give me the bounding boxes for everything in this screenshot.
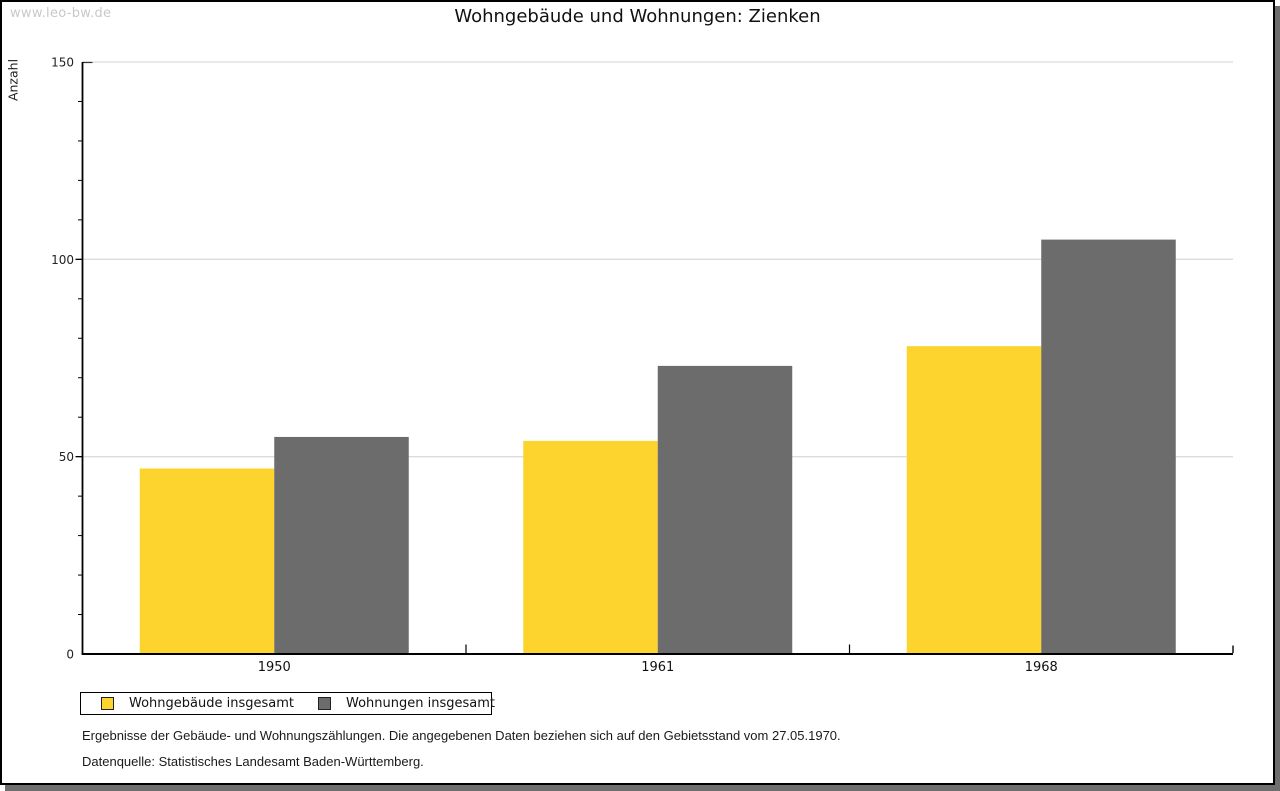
chart-title: Wohngebäude und Wohnungen: Zienken bbox=[454, 6, 821, 27]
legend-swatch-gray-icon bbox=[318, 697, 331, 710]
bar bbox=[906, 346, 1042, 654]
legend-item-wohngebaeude: Wohngebäude insgesamt bbox=[101, 696, 294, 711]
y-tick-label: 150 bbox=[51, 56, 74, 70]
legend-item-wohnungen: Wohnungen insgesamt bbox=[318, 696, 495, 711]
footer-data-source: Datenquelle: Statistisches Landesamt Bad… bbox=[82, 754, 424, 769]
x-tick-label: 1961 bbox=[641, 660, 674, 675]
legend-swatch-yellow-icon bbox=[101, 697, 114, 710]
x-tick-label: 1968 bbox=[1025, 660, 1058, 675]
legend-label: Wohngebäude insgesamt bbox=[129, 696, 294, 711]
y-tick-label: 50 bbox=[59, 450, 74, 464]
legend-label: Wohnungen insgesamt bbox=[346, 696, 495, 711]
bar bbox=[657, 365, 793, 654]
x-tick-label: 1950 bbox=[258, 660, 291, 675]
bar bbox=[1041, 239, 1176, 654]
legend: Wohngebäude insgesamt Wohnungen insgesam… bbox=[80, 692, 495, 715]
bar bbox=[139, 468, 275, 654]
y-tick-label: 0 bbox=[66, 648, 74, 662]
footer-source-note: Ergebnisse der Gebäude- und Wohnungszähl… bbox=[82, 728, 841, 743]
watermark: www.leo-bw.de bbox=[10, 6, 112, 21]
bar bbox=[274, 436, 409, 654]
y-tick-label: 100 bbox=[51, 253, 74, 267]
bar bbox=[523, 440, 658, 654]
